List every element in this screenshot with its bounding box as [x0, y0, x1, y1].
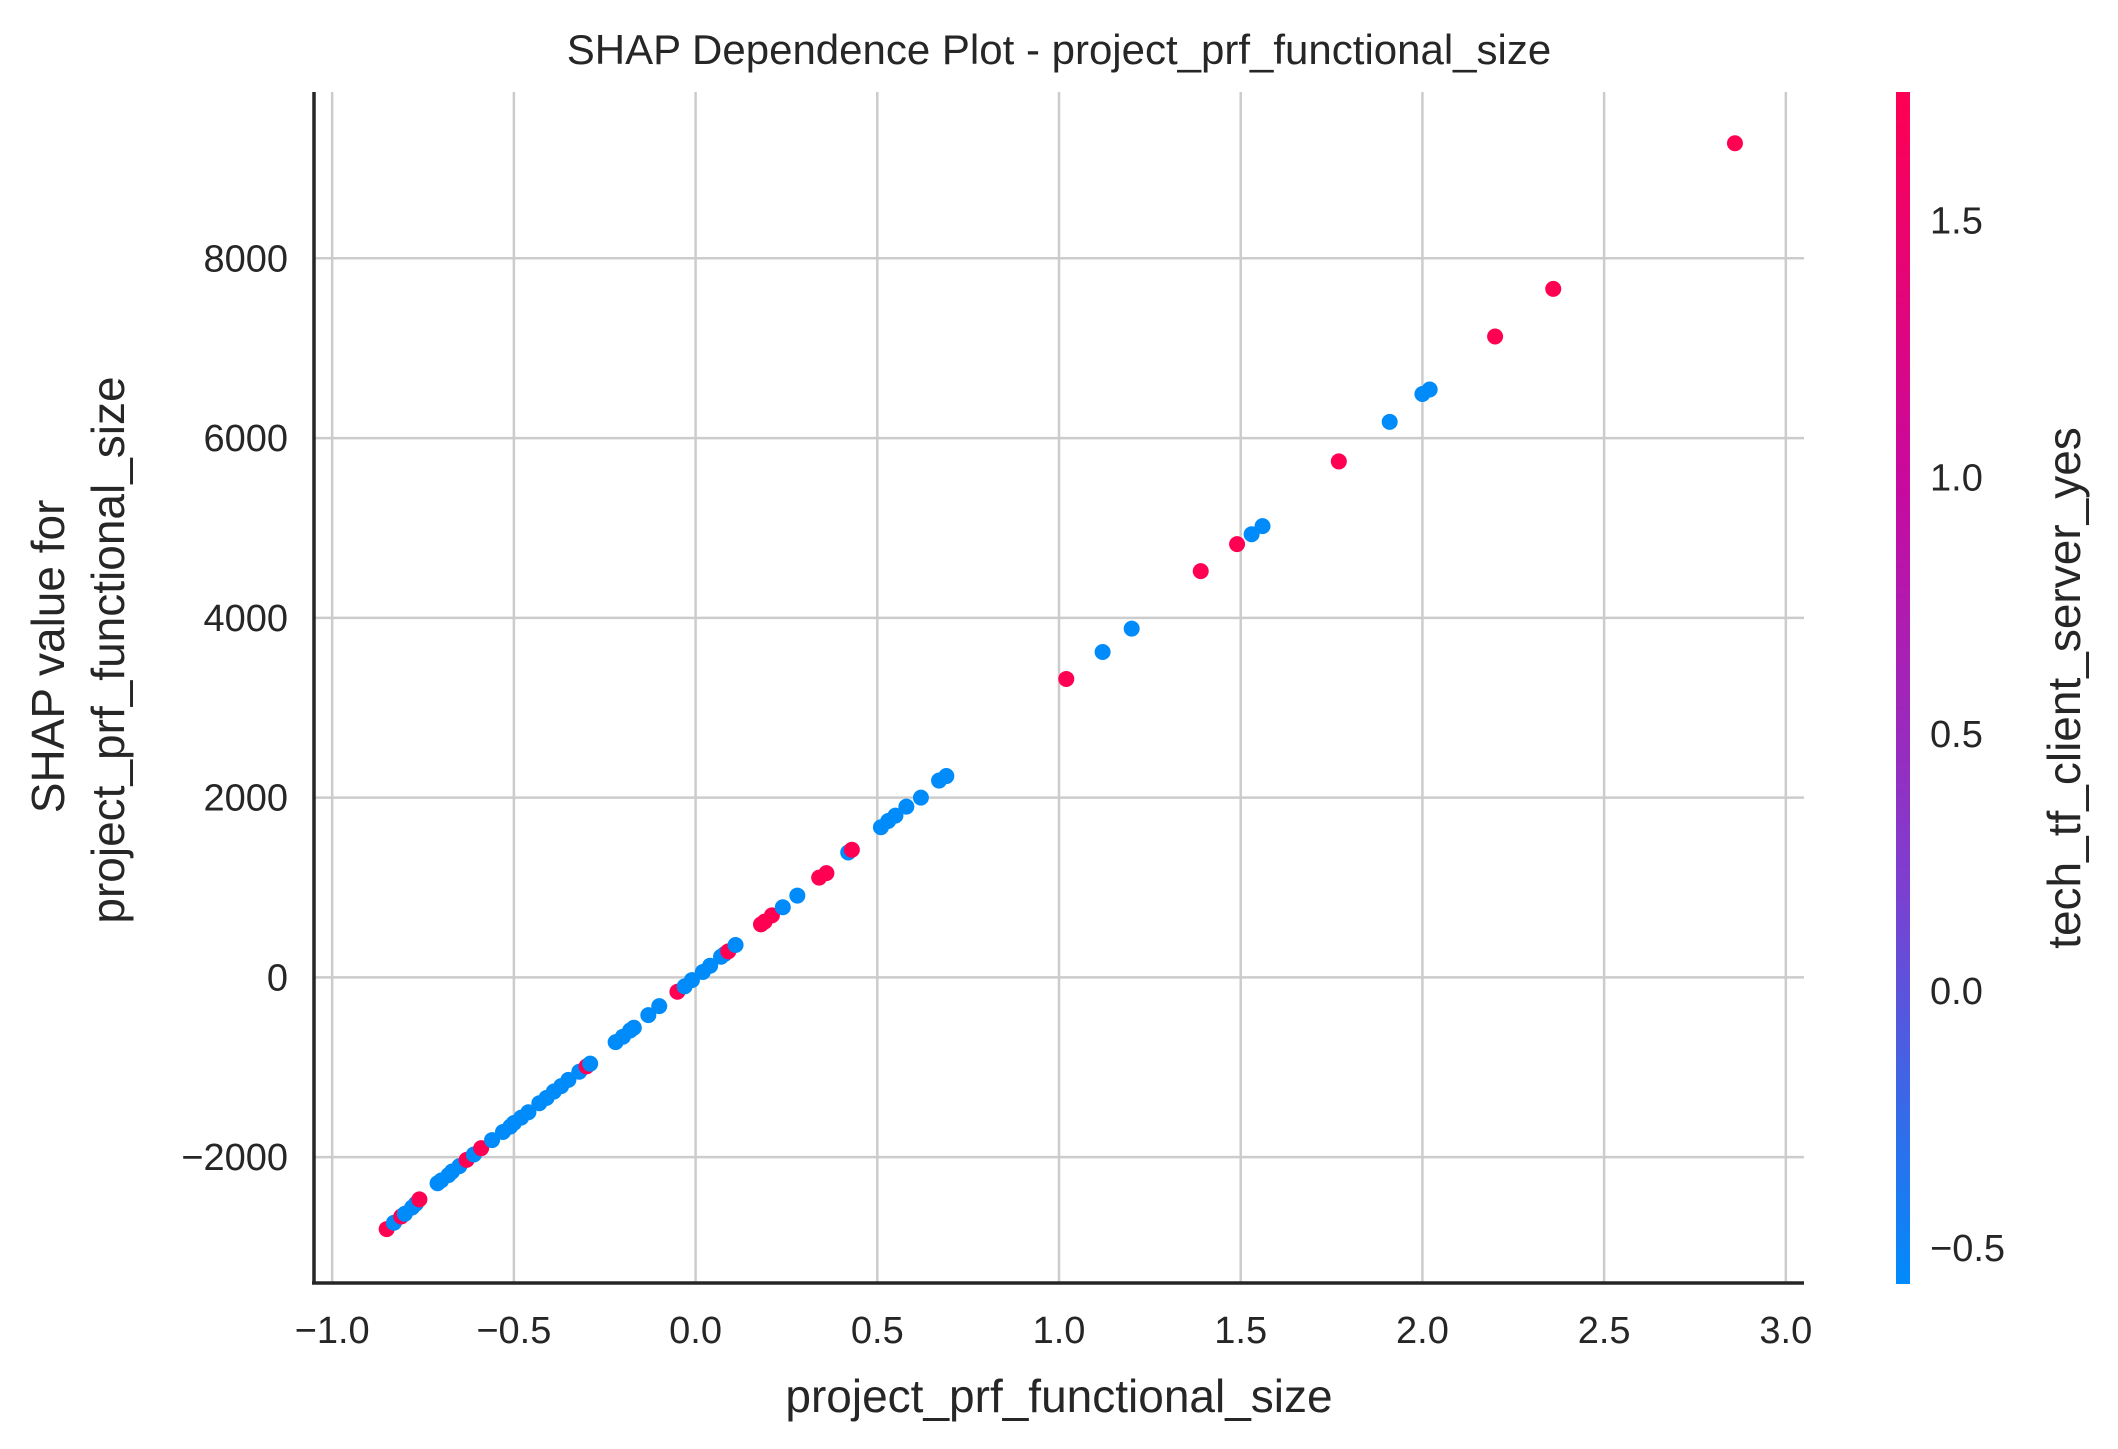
- scatter-point: [898, 798, 915, 815]
- x-tick-label: −1.0: [295, 1310, 370, 1352]
- scatter-point: [520, 1104, 537, 1121]
- colorbar-tick-label: 1.0: [1930, 457, 1983, 499]
- scatter-point: [702, 957, 719, 974]
- plot-area: [312, 92, 1804, 1285]
- colorbar-label: tech_tf_client_server_yes: [2038, 427, 2090, 949]
- y-tick-label: 4000: [203, 598, 288, 640]
- x-tick-label: 0.0: [669, 1310, 722, 1352]
- y-tick-labels: −2000 0 2000 4000 6000 8000: [181, 238, 288, 1179]
- scatter-point: [1545, 280, 1562, 297]
- x-tick-label: 1.5: [1214, 1310, 1267, 1352]
- scatter-point: [843, 841, 860, 858]
- scatter-point: [727, 937, 744, 954]
- scatter-point: [1726, 135, 1743, 152]
- scatter-point: [640, 1007, 657, 1024]
- scatter-point: [1094, 643, 1111, 660]
- scatter-point: [938, 768, 955, 785]
- scatter-point: [484, 1132, 501, 1149]
- scatter-point: [763, 907, 780, 924]
- y-axis-label-line-1: SHAP value for: [22, 500, 74, 814]
- x-axis-label: project_prf_functional_size: [785, 1370, 1332, 1422]
- scatter-points: [378, 135, 1743, 1238]
- x-tick-label: 0.5: [851, 1310, 904, 1352]
- scatter-point: [560, 1071, 577, 1088]
- scatter-point: [651, 998, 668, 1015]
- scatter-point: [1192, 563, 1209, 580]
- scatter-point: [887, 807, 904, 824]
- scatter-point: [683, 972, 700, 989]
- scatter-point: [1330, 453, 1347, 470]
- scatter-point: [912, 789, 929, 806]
- scatter-point: [411, 1191, 428, 1208]
- scatter-point: [1487, 328, 1504, 345]
- scatter-point: [789, 887, 806, 904]
- scatter-point: [1254, 518, 1271, 535]
- scatter-point: [582, 1055, 599, 1072]
- grid-lines: [314, 92, 1804, 1283]
- y-tick-label: 0: [267, 957, 288, 999]
- scatter-point: [1058, 670, 1075, 687]
- scatter-point: [1229, 536, 1246, 553]
- y-tick-label: 8000: [203, 238, 288, 280]
- y-tick-label: 2000: [203, 778, 288, 820]
- y-tick-label: −2000: [181, 1137, 288, 1179]
- colorbar: [1896, 92, 1910, 1284]
- x-tick-label: 3.0: [1759, 1310, 1812, 1352]
- colorbar-tick-label: 0.0: [1930, 971, 1983, 1013]
- scatter-point: [818, 865, 835, 882]
- y-axis-label-line-2: project_prf_functional_size: [82, 376, 134, 923]
- scatter-point: [1381, 413, 1398, 430]
- x-tick-label: 2.0: [1396, 1310, 1449, 1352]
- x-tick-label: 1.0: [1033, 1310, 1086, 1352]
- x-tick-label: −0.5: [476, 1310, 551, 1352]
- colorbar-tick-label: 1.5: [1930, 200, 1983, 242]
- scatter-point: [774, 899, 791, 916]
- colorbar-tick-label: 0.5: [1930, 714, 1983, 756]
- scatter-point: [473, 1140, 490, 1157]
- scatter-point: [1243, 526, 1260, 543]
- y-tick-label: 6000: [203, 418, 288, 460]
- chart-title: SHAP Dependence Plot - project_prf_funct…: [567, 26, 1551, 73]
- scatter-point: [1421, 381, 1438, 398]
- scatter-point: [1123, 620, 1140, 637]
- y-axis-label: SHAP value for project_prf_functional_si…: [22, 376, 134, 923]
- colorbar-tick-label: −0.5: [1930, 1228, 2005, 1270]
- x-tick-label: 2.5: [1578, 1310, 1631, 1352]
- colorbar-tick-labels: −0.5 0.0 0.5 1.0 1.5: [1930, 200, 2005, 1270]
- x-tick-labels: −1.0 −0.5 0.0 0.5 1.0 1.5 2.0 2.5 3.0: [295, 1310, 1813, 1352]
- scatter-point: [625, 1019, 642, 1036]
